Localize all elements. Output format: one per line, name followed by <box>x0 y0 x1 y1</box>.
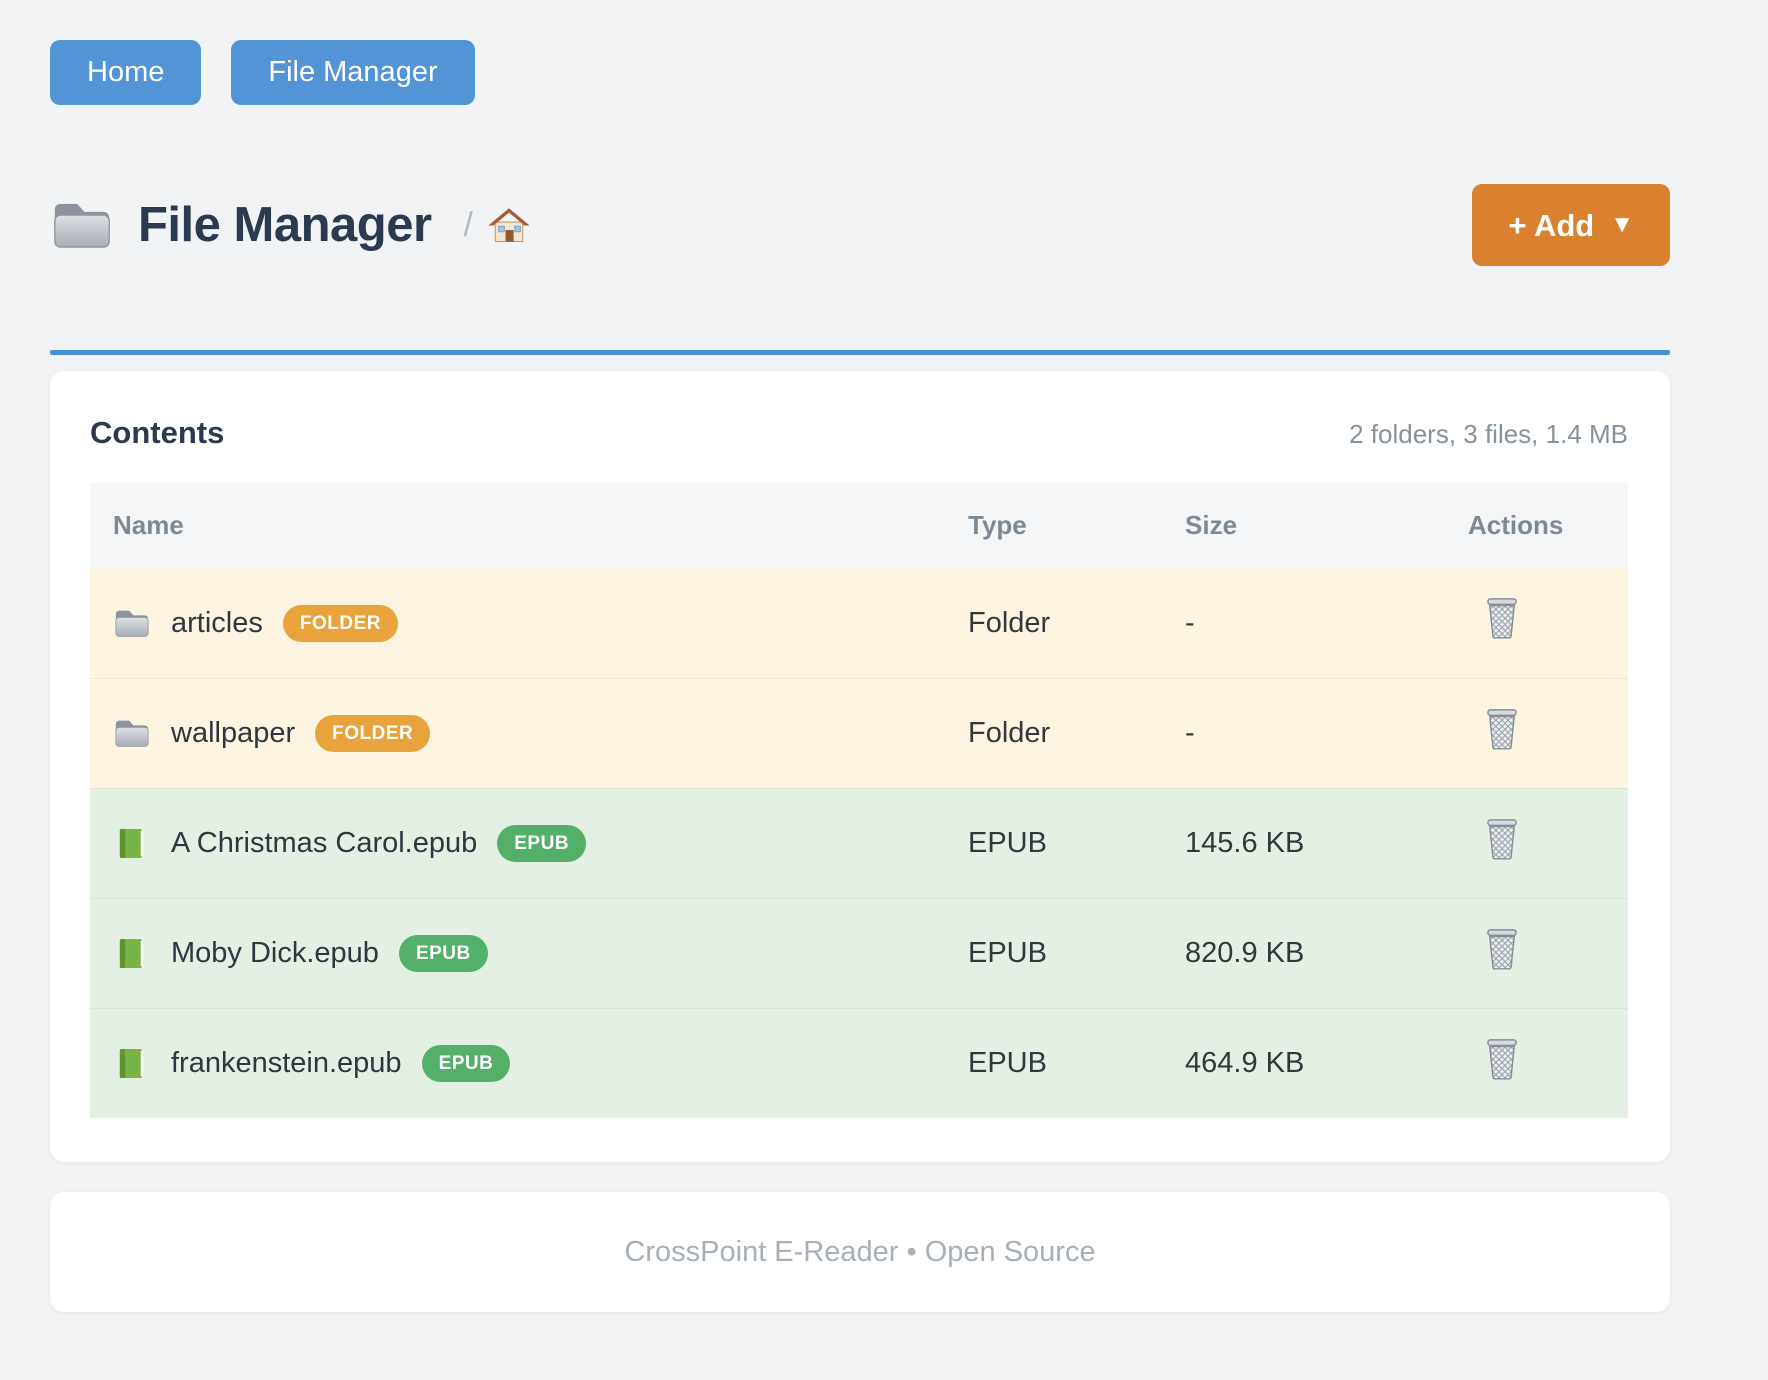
green-book-icon <box>113 937 151 970</box>
card-title: Contents <box>90 415 225 450</box>
file-type-badge: FOLDER <box>282 604 398 642</box>
folder-icon <box>50 199 114 252</box>
column-header-name: Name <box>113 510 184 540</box>
file-type: EPUB <box>968 827 1047 859</box>
file-name[interactable]: A Christmas Carol.epub <box>171 827 478 859</box>
table-row[interactable]: wallpaper FOLDER Folder - <box>90 678 1628 788</box>
table-row[interactable]: Moby Dick.epub EPUB EPUB 820.9 KB <box>90 898 1628 1008</box>
file-type-badge: EPUB <box>398 935 488 972</box>
file-size: 464.9 KB <box>1185 1047 1305 1079</box>
file-name[interactable]: frankenstein.epub <box>171 1047 402 1079</box>
title-underline <box>50 350 1670 355</box>
table-row[interactable]: articles FOLDER Folder - <box>90 568 1628 678</box>
file-type: EPUB <box>968 937 1047 969</box>
trash-icon[interactable] <box>1482 597 1522 641</box>
table-row[interactable]: A Christmas Carol.epub EPUB EPUB 145.6 K… <box>90 788 1628 898</box>
page: Home File Manager File Manager / + Add ▼ <box>50 0 1670 1312</box>
green-book-icon <box>113 1047 151 1080</box>
page-title: File Manager <box>138 198 432 252</box>
file-name[interactable]: Moby Dick.epub <box>171 937 379 969</box>
breadcrumb-separator: / <box>463 205 473 244</box>
trash-icon[interactable] <box>1482 708 1522 752</box>
footer: CrossPoint E-Reader • Open Source <box>50 1192 1670 1312</box>
trash-icon[interactable] <box>1482 1038 1522 1082</box>
green-book-icon <box>113 827 151 860</box>
contents-card: Contents 2 folders, 3 files, 1.4 MB Name… <box>50 371 1670 1162</box>
file-name[interactable]: articles <box>171 606 263 639</box>
file-type-badge: EPUB <box>497 825 587 862</box>
add-button[interactable]: + Add ▼ <box>1472 184 1670 266</box>
nav-file-manager-button[interactable]: File Manager <box>231 40 475 105</box>
table-header-row: Name Type Size Actions <box>90 483 1628 568</box>
file-size: - <box>1185 606 1195 639</box>
trash-icon[interactable] <box>1482 928 1522 972</box>
file-size: - <box>1185 717 1195 749</box>
footer-text: CrossPoint E-Reader • Open Source <box>624 1235 1096 1268</box>
add-button-label: + Add <box>1508 207 1595 243</box>
page-header: File Manager / + Add ▼ <box>50 184 1670 266</box>
column-header-size: Size <box>1185 510 1238 540</box>
file-type-badge: EPUB <box>421 1045 511 1082</box>
file-size: 820.9 KB <box>1185 937 1305 969</box>
file-type: Folder <box>968 606 1051 639</box>
file-type: Folder <box>968 717 1051 749</box>
table-row[interactable]: frankenstein.epub EPUB EPUB 464.9 KB <box>90 1008 1628 1118</box>
trash-icon[interactable] <box>1482 818 1522 862</box>
contents-summary: 2 folders, 3 files, 1.4 MB <box>1349 419 1628 449</box>
table-body: articles FOLDER Folder - <box>90 568 1628 1118</box>
chevron-down-icon: ▼ <box>1610 211 1634 238</box>
file-type: EPUB <box>968 1047 1047 1079</box>
file-type-badge: FOLDER <box>315 715 431 752</box>
column-header-actions: Actions <box>1468 510 1564 540</box>
file-name[interactable]: wallpaper <box>171 717 296 749</box>
nav-home-button[interactable]: Home <box>50 40 202 105</box>
home-icon[interactable] <box>487 206 531 245</box>
file-size: 145.6 KB <box>1185 827 1305 859</box>
folder-icon <box>113 717 151 750</box>
column-header-type: Type <box>968 510 1027 540</box>
file-table: Name Type Size Actions <box>90 483 1628 1118</box>
top-nav: Home File Manager <box>50 0 1670 105</box>
folder-icon <box>113 607 151 640</box>
